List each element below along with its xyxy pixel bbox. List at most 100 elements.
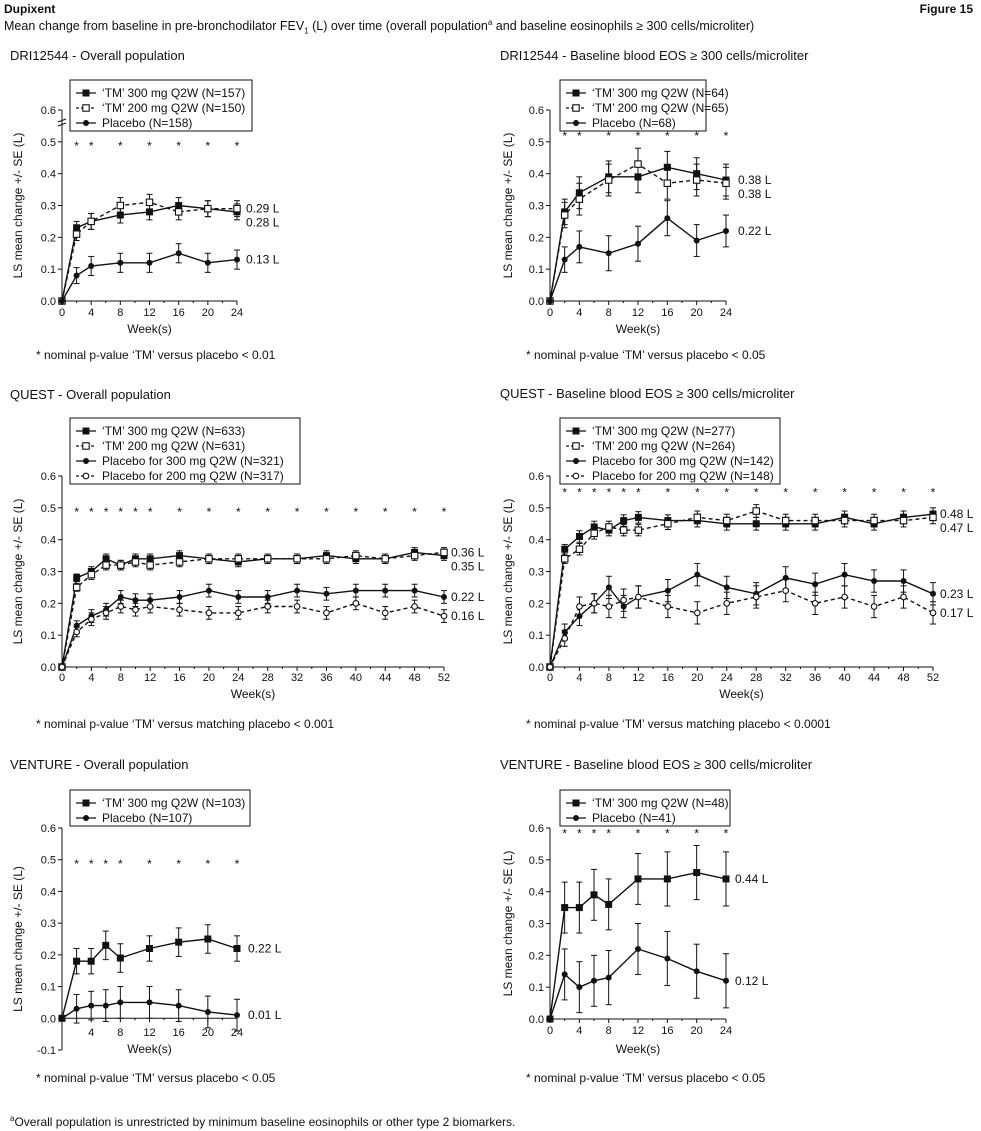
legend-entry: Placebo for 200 mg Q2W (N=148) <box>592 469 774 483</box>
y-tick-label: 0.0 <box>529 1014 544 1026</box>
data-point <box>840 516 849 525</box>
data-point <box>723 227 729 234</box>
significance-star: * <box>724 486 729 500</box>
x-tick-label: 20 <box>202 307 214 319</box>
y-tick-label: 0.2 <box>529 950 544 962</box>
chart-footnote: * nominal p-value ‘TM’ versus placebo < … <box>526 1071 766 1085</box>
data-point <box>234 555 243 563</box>
legend-entry: Placebo (N=41) <box>592 811 676 825</box>
x-axis-label: Week(s) <box>127 322 171 336</box>
series-3 <box>59 583 447 670</box>
data-point <box>102 561 110 569</box>
data-point <box>176 606 183 614</box>
data-point <box>88 262 95 269</box>
significance-star: * <box>235 139 240 153</box>
data-point <box>117 561 125 569</box>
significance-star: * <box>931 486 936 500</box>
legend-entry: Placebo (N=158) <box>102 116 192 130</box>
x-tick-label: 20 <box>691 672 703 684</box>
data-point <box>73 272 80 279</box>
significance-star: * <box>383 505 388 519</box>
significance-star: * <box>636 129 641 143</box>
x-tick-label: 12 <box>632 672 644 684</box>
data-point <box>205 587 212 594</box>
x-tick-label: 16 <box>662 672 674 684</box>
data-point <box>205 555 213 563</box>
significance-star: * <box>872 486 877 500</box>
x-axis-label: Week(s) <box>231 687 275 701</box>
legend-marker <box>82 472 90 480</box>
data-point <box>590 599 598 607</box>
data-point <box>693 869 701 877</box>
chart-title: DRI12544 - Baseline blood EOS ≥ 300 cell… <box>500 48 809 63</box>
data-point <box>72 230 81 238</box>
significance-star: * <box>606 129 611 143</box>
data-point <box>235 593 242 600</box>
x-tick-label: 4 <box>88 672 94 684</box>
data-point <box>233 204 241 213</box>
series-1 <box>546 845 730 1023</box>
data-point <box>234 256 240 263</box>
data-point <box>440 612 448 620</box>
x-tick-label: 24 <box>721 672 733 684</box>
y-axis-label: LS mean change +/- SE (L) <box>501 133 515 279</box>
data-point <box>132 606 139 614</box>
data-point <box>605 523 613 531</box>
legend-entry: ‘TM’ 200 mg Q2W (N=150) <box>102 101 245 115</box>
data-point <box>620 596 628 604</box>
data-point <box>132 597 139 604</box>
data-point <box>59 298 65 304</box>
series-1 <box>58 197 241 305</box>
significance-star: * <box>694 827 699 841</box>
series-line <box>61 551 445 668</box>
y-axis-label: LS mean change +/- SE (L) <box>11 133 25 279</box>
x-tick-label: 16 <box>661 307 673 319</box>
data-point <box>323 609 330 617</box>
data-point <box>293 603 301 610</box>
data-point <box>176 593 183 600</box>
data-point <box>900 593 907 601</box>
x-tick-label: 24 <box>720 1025 732 1037</box>
y-tick-label: 0.3 <box>529 201 544 213</box>
significance-star: * <box>118 505 123 519</box>
data-point <box>175 558 184 566</box>
y-tick-label: 0.6 <box>529 471 544 483</box>
y-tick-label: 0.6 <box>41 823 56 835</box>
x-tick-label: 0 <box>59 307 65 319</box>
x-tick-label: 12 <box>143 1027 155 1039</box>
end-value-label: 0.44 L <box>735 872 769 886</box>
x-tick-label: 40 <box>838 672 850 684</box>
y-tick-label: 0.1 <box>529 264 544 276</box>
data-point <box>811 599 819 607</box>
significance-star: * <box>842 486 847 500</box>
y-tick-label: -0.1 <box>37 1045 56 1057</box>
series-3 <box>59 243 240 304</box>
data-point <box>576 243 583 250</box>
y-tick-label: 0.2 <box>41 232 56 244</box>
significance-star: * <box>813 486 818 500</box>
legend-entry: ‘TM’ 200 mg Q2W (N=264) <box>592 439 735 453</box>
data-point <box>116 201 125 210</box>
significance-star: * <box>147 139 152 153</box>
data-point <box>234 1012 240 1019</box>
product-name: Dupixent <box>4 2 56 16</box>
x-tick-label: 4 <box>576 1025 582 1037</box>
data-point <box>693 968 700 975</box>
significance-star: * <box>354 505 359 519</box>
data-point <box>576 984 583 991</box>
data-point <box>575 545 584 553</box>
chart-title: VENTURE - Overall population <box>10 757 188 772</box>
x-tick-label: 48 <box>897 672 909 684</box>
significance-star: * <box>265 505 270 519</box>
y-tick-label: 0.2 <box>529 232 544 244</box>
end-value-label: 0.47 L <box>940 521 974 535</box>
significance-star: * <box>74 139 79 153</box>
data-point <box>590 891 598 899</box>
legend-box <box>559 417 781 485</box>
legend-entry: Placebo for 300 mg Q2W (N=142) <box>592 454 774 468</box>
data-point <box>560 211 569 219</box>
data-point <box>871 578 878 585</box>
significance-star: * <box>235 857 240 871</box>
legend-entry: Placebo for 300 mg Q2W (N=321) <box>102 454 284 468</box>
figure-subtitle: Mean change from baseline in pre-broncho… <box>4 18 755 36</box>
